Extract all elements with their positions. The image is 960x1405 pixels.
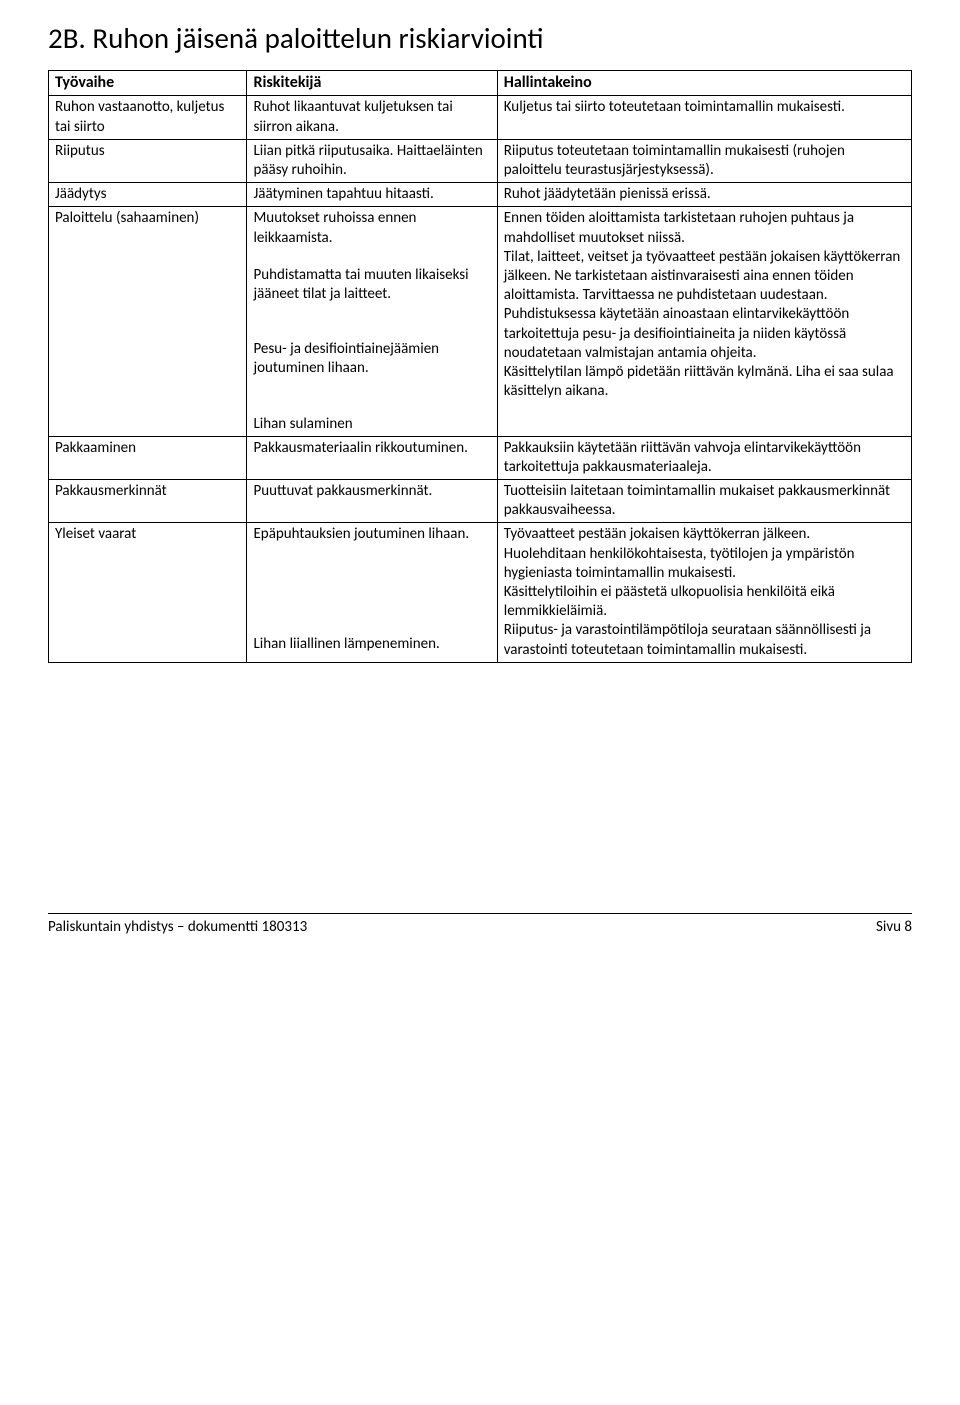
cell-stage: Yleiset vaarat	[49, 523, 247, 662]
col-header-3: Hallintakeino	[497, 71, 911, 96]
control-text: Puhdistuksessa käytetään ainoastaan elin…	[504, 305, 850, 361]
cell-risk: Jäätyminen tapahtuu hitaasti.	[247, 183, 497, 207]
table-row: Ruhon vastaanotto, kuljetus tai siirto R…	[49, 96, 912, 139]
cell-stage: Pakkaaminen	[49, 436, 247, 479]
cell-risk: Liian pitkä riiputusaika. Haittaeläinten…	[247, 139, 497, 182]
cell-control: Ennen töiden aloittamista tarkistetaan r…	[497, 207, 911, 436]
risk-text: Pesu- ja desifiointiainejäämien joutumin…	[253, 340, 439, 377]
risk-text: Epäpuhtauksien joutuminen lihaan.	[253, 525, 469, 543]
cell-risk: Pakkausmateriaalin rikkoutuminen.	[247, 436, 497, 479]
control-text: Käsittelytilan lämpö pidetään riittävän …	[504, 363, 894, 400]
cell-control: Kuljetus tai siirto toteutetaan toiminta…	[497, 96, 911, 139]
cell-stage: Riiputus	[49, 139, 247, 182]
control-text: Työvaatteet pestään jokaisen käyttökerra…	[504, 525, 810, 543]
control-text: Ennen töiden aloittamista tarkistetaan r…	[504, 209, 854, 246]
page-title: 2B. Ruhon jäisenä paloittelun riskiarvio…	[48, 20, 912, 56]
cell-risk: Ruhot likaantuvat kuljetuksen tai siirro…	[247, 96, 497, 139]
cell-control: Pakkauksiin käytetään riittävän vahvoja …	[497, 436, 911, 479]
control-text: Tilat, laitteet, veitset ja työvaatteet …	[504, 248, 901, 304]
col-header-2: Riskitekijä	[247, 71, 497, 96]
cell-stage: Ruhon vastaanotto, kuljetus tai siirto	[49, 96, 247, 139]
table-row: Riiputus Liian pitkä riiputusaika. Haitt…	[49, 139, 912, 182]
cell-stage: Pakkausmerkinnät	[49, 480, 247, 523]
risk-text: Muutokset ruhoissa ennen leikkaamista.	[253, 209, 416, 246]
control-text: Käsittelytiloihin ei päästetä ulkopuolis…	[504, 583, 835, 620]
cell-risk: Epäpuhtauksien joutuminen lihaan. Lihan …	[247, 523, 497, 662]
footer-right: Sivu 8	[876, 918, 912, 936]
cell-control: Ruhot jäädytetään pienissä erissä.	[497, 183, 911, 207]
footer-left: Paliskuntain yhdistys – dokumentti 18031…	[48, 918, 307, 936]
control-text: Riiputus- ja varastointilämpötiloja seur…	[504, 621, 871, 658]
cell-risk: Muutokset ruhoissa ennen leikkaamista. P…	[247, 207, 497, 436]
col-header-1: Työvaihe	[49, 71, 247, 96]
table-row: Paloittelu (sahaaminen) Muutokset ruhois…	[49, 207, 912, 436]
table-row: Yleiset vaarat Epäpuhtauksien joutuminen…	[49, 523, 912, 662]
risk-table: Työvaihe Riskitekijä Hallintakeino Ruhon…	[48, 70, 912, 663]
table-row: Pakkaaminen Pakkausmateriaalin rikkoutum…	[49, 436, 912, 479]
risk-text: Puhdistamatta tai muuten likaiseksi jään…	[253, 266, 468, 303]
table-header-row: Työvaihe Riskitekijä Hallintakeino	[49, 71, 912, 96]
cell-control: Tuotteisiin laitetaan toimintamallin muk…	[497, 480, 911, 523]
cell-control: Riiputus toteutetaan toimintamallin muka…	[497, 139, 911, 182]
table-row: Pakkausmerkinnät Puuttuvat pakkausmerkin…	[49, 480, 912, 523]
table-row: Jäädytys Jäätyminen tapahtuu hitaasti. R…	[49, 183, 912, 207]
risk-text: Lihan liiallinen lämpeneminen.	[253, 635, 439, 653]
cell-stage: Paloittelu (sahaaminen)	[49, 207, 247, 436]
control-text: Huolehditaan henkilökohtaisesta, työtilo…	[504, 545, 855, 582]
cell-control: Työvaatteet pestään jokaisen käyttökerra…	[497, 523, 911, 662]
page-footer: Paliskuntain yhdistys – dokumentti 18031…	[48, 913, 912, 936]
cell-stage: Jäädytys	[49, 183, 247, 207]
risk-text: Lihan sulaminen	[253, 415, 352, 433]
cell-risk: Puuttuvat pakkausmerkinnät.	[247, 480, 497, 523]
